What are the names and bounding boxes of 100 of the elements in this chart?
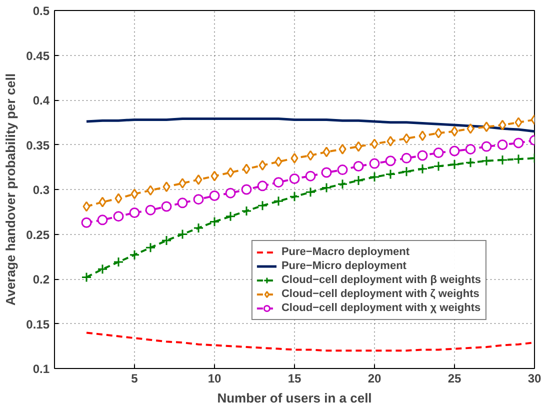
point	[209, 190, 220, 202]
point	[401, 152, 412, 164]
point	[194, 174, 202, 185]
point	[241, 206, 252, 216]
y-tick-label: 0.4	[32, 94, 50, 108]
point	[178, 178, 186, 188]
legend-label: Pure−Macro deployment	[281, 245, 410, 259]
point	[465, 157, 476, 168]
point	[305, 170, 316, 182]
point	[81, 217, 92, 228]
point	[177, 198, 188, 208]
point	[433, 148, 444, 158]
point	[97, 214, 108, 226]
point	[210, 170, 218, 182]
point	[449, 146, 460, 156]
point	[482, 122, 490, 132]
y-tick-label: 0.1	[32, 362, 50, 376]
point	[193, 222, 204, 234]
point	[434, 128, 442, 138]
y-tick-label: 0.2	[32, 272, 50, 286]
point	[290, 152, 298, 164]
y-tick-label: 0.5	[32, 4, 50, 18]
point	[322, 146, 330, 158]
legend-label: Cloud−cell deployment with β weights	[281, 273, 481, 287]
point	[369, 158, 380, 169]
y-axis-title: Average handover probability per cell	[3, 73, 18, 306]
legend-label: Cloud−cell deployment with ζ weights	[281, 287, 480, 301]
point	[337, 164, 348, 176]
point	[321, 182, 332, 193]
x-tick-label: 25	[448, 372, 462, 386]
point	[289, 174, 300, 184]
point	[130, 188, 138, 200]
point	[273, 196, 284, 206]
y-tick-label: 0.25	[26, 228, 50, 242]
point	[306, 150, 314, 161]
point	[498, 120, 506, 130]
point	[242, 164, 250, 174]
point	[418, 130, 426, 142]
x-axis-title: Number of users in a cell	[217, 390, 372, 406]
point	[353, 160, 364, 172]
point	[466, 123, 474, 134]
point	[257, 200, 268, 211]
point	[98, 196, 106, 208]
point	[337, 178, 348, 190]
point	[386, 136, 394, 146]
point	[370, 138, 378, 150]
y-tick-label: 0.35	[26, 138, 50, 152]
point	[321, 167, 332, 178]
point	[146, 185, 154, 196]
point	[369, 172, 380, 182]
x-tick-label: 5	[131, 372, 138, 386]
point	[129, 208, 140, 218]
point	[354, 141, 362, 152]
x-tick-label: 30	[528, 372, 542, 386]
point	[97, 264, 108, 274]
point	[161, 235, 172, 246]
point	[385, 169, 396, 180]
point	[481, 141, 492, 152]
point	[161, 201, 172, 212]
point	[402, 133, 410, 144]
point	[145, 242, 156, 253]
point	[241, 184, 252, 195]
point	[258, 160, 266, 171]
point	[113, 211, 124, 222]
point	[449, 159, 460, 170]
y-tick-label: 0.3	[32, 183, 50, 197]
point	[257, 180, 268, 192]
point	[497, 140, 508, 150]
point	[225, 211, 236, 222]
point	[401, 166, 412, 177]
point	[450, 126, 458, 137]
point	[338, 144, 346, 154]
point	[274, 156, 282, 168]
point	[209, 216, 220, 227]
point	[385, 156, 396, 166]
point	[417, 150, 428, 161]
point	[513, 154, 524, 164]
x-tick-label: 10	[208, 372, 222, 386]
point	[289, 191, 300, 202]
legend-label: Cloud−cell deployment with χ weights	[281, 301, 481, 315]
point	[114, 193, 122, 204]
point	[353, 175, 364, 186]
point	[305, 186, 316, 198]
legend-label: Pure−Micro deployment	[281, 259, 406, 273]
point	[433, 160, 444, 172]
point	[82, 201, 90, 212]
point	[193, 194, 204, 205]
x-tick-label: 20	[368, 372, 382, 386]
line-series	[86, 332, 534, 352]
point	[417, 164, 428, 174]
point	[514, 117, 522, 128]
point	[162, 182, 170, 192]
point	[513, 138, 524, 148]
point	[225, 188, 236, 198]
x-tick-label: 15	[288, 372, 302, 386]
point	[273, 177, 284, 188]
point	[113, 256, 124, 268]
point	[177, 229, 188, 240]
y-tick-label: 0.45	[26, 48, 50, 63]
point	[226, 167, 234, 178]
